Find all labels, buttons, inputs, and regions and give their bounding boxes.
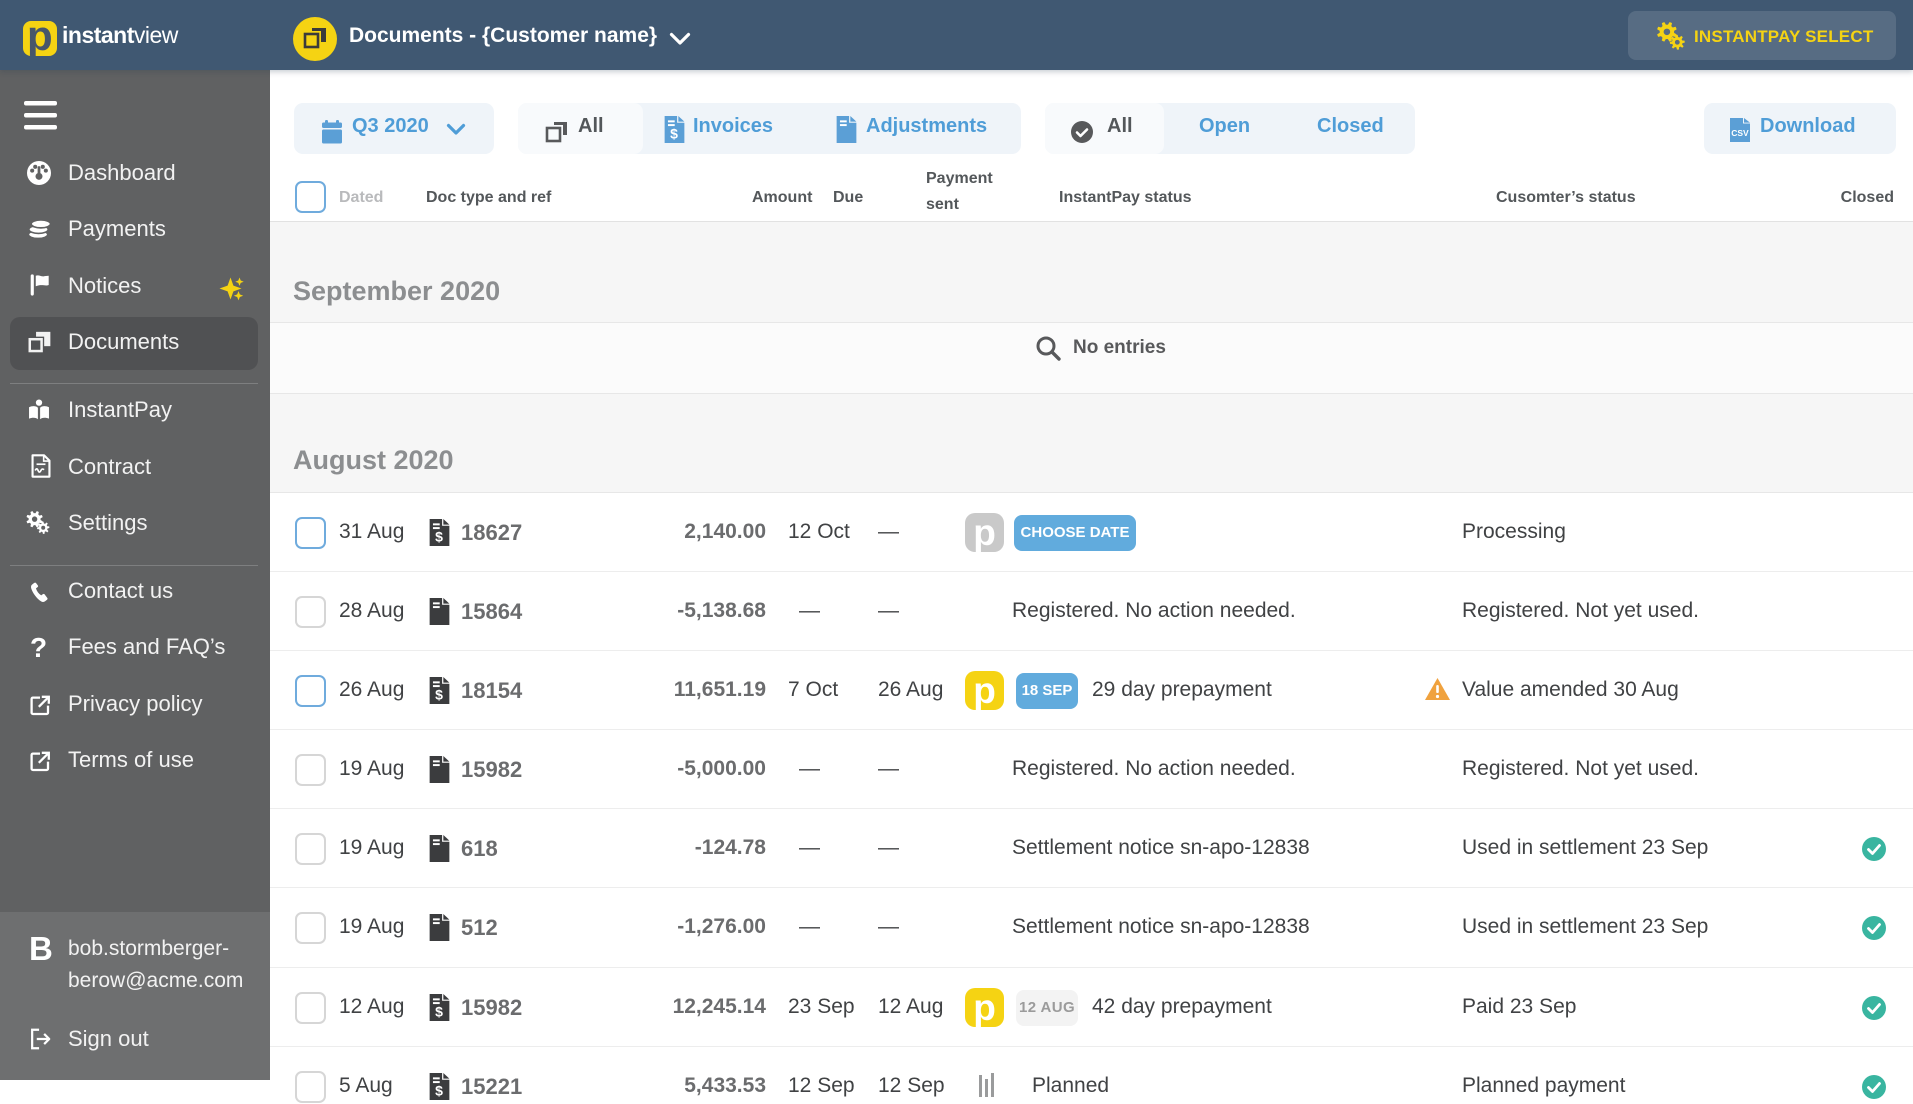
svg-text:$: $: [435, 1003, 443, 1019]
svg-text:$: $: [435, 528, 443, 544]
svg-text:$: $: [670, 125, 678, 141]
svg-text:$: $: [435, 686, 443, 702]
svg-text:CSV: CSV: [1731, 128, 1749, 138]
svg-text:$: $: [435, 1082, 443, 1098]
